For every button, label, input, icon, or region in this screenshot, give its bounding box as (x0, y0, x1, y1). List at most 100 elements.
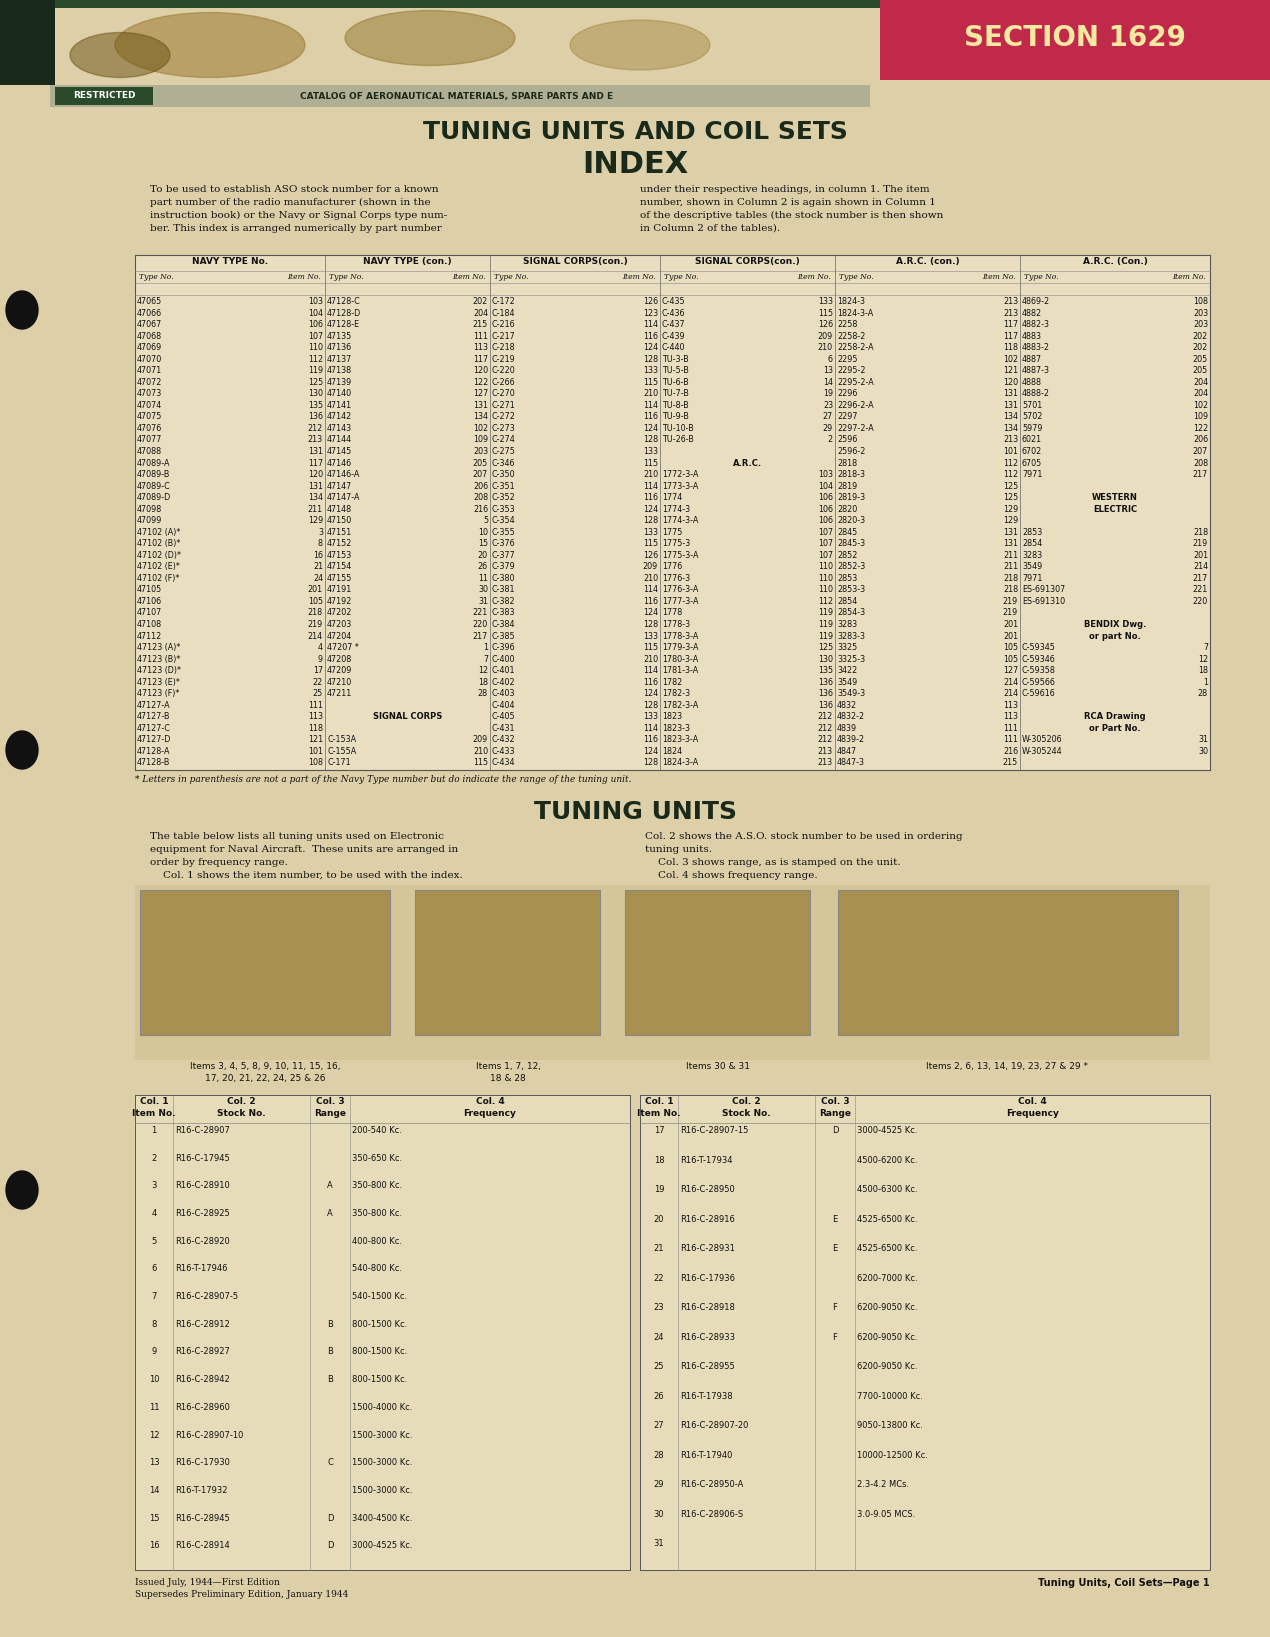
Text: under their respective headings, in column 1. The item
number, shown in Column 2: under their respective headings, in colu… (640, 185, 944, 232)
Text: 47150: 47150 (326, 516, 352, 525)
Text: 120: 120 (472, 367, 488, 375)
Ellipse shape (570, 20, 710, 70)
Text: 110: 110 (818, 563, 833, 571)
Text: 47208: 47208 (326, 655, 352, 663)
Ellipse shape (6, 1170, 38, 1210)
Text: C-385: C-385 (491, 632, 516, 640)
Text: 2.3-4.2 MCs.: 2.3-4.2 MCs. (857, 1480, 909, 1490)
Text: 47127-B: 47127-B (137, 712, 170, 722)
Text: 28: 28 (478, 689, 488, 699)
Bar (135, 886, 1210, 1061)
Text: 2853-3: 2853-3 (837, 586, 865, 594)
Text: 6200-9050 Kc.: 6200-9050 Kc. (857, 1333, 917, 1342)
Text: C-59358: C-59358 (1022, 666, 1055, 674)
Text: 15: 15 (149, 1514, 159, 1522)
Text: 125: 125 (1003, 493, 1019, 503)
Text: 19: 19 (823, 390, 833, 398)
Text: 135: 135 (818, 666, 833, 674)
Text: 1824-3-A: 1824-3-A (662, 758, 699, 768)
Text: C-217: C-217 (491, 332, 516, 340)
Text: 47066: 47066 (137, 308, 163, 318)
Bar (55, 87, 152, 105)
Text: 201: 201 (1003, 620, 1019, 629)
Text: 47137: 47137 (326, 355, 352, 363)
Text: 4887: 4887 (1022, 355, 1043, 363)
Text: F: F (833, 1303, 837, 1313)
Text: 129: 129 (1003, 516, 1019, 525)
Text: 207: 207 (1193, 447, 1208, 457)
Text: 47076: 47076 (137, 424, 163, 432)
Ellipse shape (345, 10, 516, 65)
Text: 47123 (F)*: 47123 (F)* (137, 689, 179, 699)
Text: C-59345: C-59345 (1022, 643, 1055, 652)
Text: 3: 3 (318, 527, 323, 537)
Ellipse shape (70, 33, 170, 77)
Text: 47146-A: 47146-A (326, 470, 361, 480)
Text: 1823-3: 1823-3 (662, 724, 690, 733)
Text: 17: 17 (312, 666, 323, 674)
Text: 47209: 47209 (326, 666, 352, 674)
Text: 214: 214 (1003, 689, 1019, 699)
Text: Item No.: Item No. (622, 273, 657, 282)
Text: 218: 218 (1003, 575, 1019, 583)
Text: A: A (328, 1210, 333, 1218)
Text: 210: 210 (643, 470, 658, 480)
Text: 210: 210 (643, 655, 658, 663)
Text: C-439: C-439 (662, 332, 686, 340)
Text: 125: 125 (307, 378, 323, 386)
Text: 47108: 47108 (137, 620, 163, 629)
Text: 7: 7 (483, 655, 488, 663)
Text: 7971: 7971 (1022, 575, 1043, 583)
Text: Col. 1
Item No.: Col. 1 Item No. (638, 1097, 681, 1118)
Text: TU-7-B: TU-7-B (662, 390, 688, 398)
Text: 19: 19 (654, 1185, 664, 1193)
Text: 4869-2: 4869-2 (1022, 296, 1050, 306)
Text: 2258-2-A: 2258-2-A (837, 344, 874, 352)
Text: 47127-D: 47127-D (137, 735, 171, 745)
Text: 2852: 2852 (837, 550, 857, 560)
Text: 16: 16 (149, 1542, 159, 1550)
Text: Col. 4
Frequency: Col. 4 Frequency (1006, 1097, 1059, 1118)
Text: 131: 131 (1003, 527, 1019, 537)
Text: 14: 14 (823, 378, 833, 386)
Text: 3400-4500 Kc.: 3400-4500 Kc. (352, 1514, 413, 1522)
Text: C-184: C-184 (491, 308, 516, 318)
Text: 136: 136 (818, 689, 833, 699)
Text: 110: 110 (818, 586, 833, 594)
Text: 119: 119 (818, 620, 833, 629)
Text: 350-800 Kc.: 350-800 Kc. (352, 1210, 403, 1218)
Text: 9: 9 (151, 1347, 156, 1357)
Text: 2818: 2818 (837, 458, 857, 468)
Text: or Part No.: or Part No. (1090, 724, 1140, 733)
Text: 218: 218 (1193, 527, 1208, 537)
Text: 3000-4525 Kc.: 3000-4525 Kc. (352, 1542, 413, 1550)
Text: R16-C-28906-S: R16-C-28906-S (679, 1509, 743, 1519)
Text: SIGNAL CORPS: SIGNAL CORPS (373, 712, 442, 722)
Text: 219: 219 (1003, 609, 1019, 617)
Text: 117: 117 (1003, 321, 1019, 329)
Text: 106: 106 (818, 493, 833, 503)
Text: 134: 134 (309, 493, 323, 503)
Text: 128: 128 (643, 516, 658, 525)
Text: 29: 29 (654, 1480, 664, 1490)
Text: Type No.: Type No. (494, 273, 528, 282)
Text: 47146: 47146 (326, 458, 352, 468)
Text: 2819-3: 2819-3 (837, 493, 865, 503)
Text: 13: 13 (823, 367, 833, 375)
Text: 134: 134 (1003, 413, 1019, 421)
Text: TU-8-B: TU-8-B (662, 401, 688, 409)
Text: 4847: 4847 (837, 746, 857, 756)
Text: 18: 18 (478, 678, 488, 686)
Text: 9050-13800 Kc.: 9050-13800 Kc. (857, 1421, 923, 1431)
Text: 106: 106 (818, 516, 833, 525)
Text: 111: 111 (472, 332, 488, 340)
Text: 1777-3-A: 1777-3-A (662, 598, 699, 606)
Text: 133: 133 (643, 712, 658, 722)
Text: 2296-2-A: 2296-2-A (837, 401, 874, 409)
Text: 2297-2-A: 2297-2-A (837, 424, 874, 432)
Text: 210: 210 (643, 390, 658, 398)
Text: R16-C-28950-A: R16-C-28950-A (679, 1480, 743, 1490)
Text: 4832: 4832 (837, 701, 857, 710)
Text: 47153: 47153 (326, 550, 352, 560)
Text: Tuning Units, Coil Sets—Page 1: Tuning Units, Coil Sets—Page 1 (1039, 1578, 1210, 1588)
